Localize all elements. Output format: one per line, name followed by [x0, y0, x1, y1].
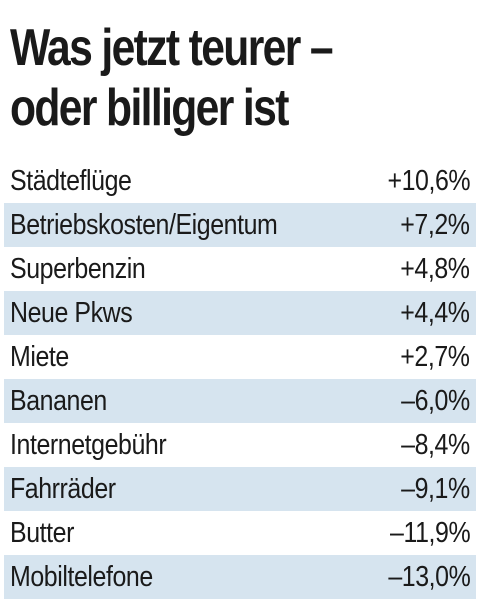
row-label: Butter	[10, 517, 74, 549]
row-label: Internetgebühr	[10, 429, 167, 461]
row-label: Städteflüge	[10, 165, 132, 197]
row-label: Miete	[10, 341, 69, 373]
row-value: +4,8%	[400, 253, 471, 285]
row-label: Superbenzin	[10, 253, 146, 285]
row-value: +4,4%	[400, 297, 471, 329]
table-row: Internetgebühr –8,4%	[4, 423, 476, 467]
row-value: +2,7%	[400, 341, 471, 373]
table-row: Miete +2,7%	[4, 335, 476, 379]
table-row: Mobiltelefone –13,0%	[4, 555, 476, 599]
row-label: Mobiltelefone	[10, 561, 153, 593]
title-line-1: Was jetzt teurer –	[10, 19, 334, 77]
row-value: +7,2%	[400, 209, 471, 241]
row-label: Neue Pkws	[10, 297, 133, 329]
row-value: –6,0%	[401, 385, 470, 417]
row-label: Bananen	[10, 385, 107, 417]
table-row: Neue Pkws +4,4%	[4, 291, 476, 335]
table-row: Fahrräder –9,1%	[4, 467, 476, 511]
table-row: Städteflüge +10,6%	[4, 159, 476, 203]
row-value: –11,9%	[389, 517, 471, 549]
row-value: –9,1%	[401, 473, 470, 505]
chart-title: Was jetzt teurer – oder billiger ist	[10, 18, 390, 138]
table-row: Bananen –6,0%	[4, 379, 476, 423]
row-label: Betriebskosten/Eigentum	[10, 209, 278, 241]
table-row: Superbenzin +4,8%	[4, 247, 476, 291]
table-row: Butter –11,9%	[4, 511, 476, 555]
row-value: –13,0%	[387, 561, 470, 593]
row-label: Fahrräder	[10, 473, 116, 505]
row-value: –8,4%	[401, 429, 470, 461]
row-value: +10,6%	[387, 165, 470, 197]
table-row: Betriebskosten/Eigentum +7,2%	[4, 203, 476, 247]
title-line-2: oder billiger ist	[10, 79, 289, 137]
price-change-table: Städteflüge +10,6% Betriebskosten/Eigentum…	[4, 159, 476, 599]
